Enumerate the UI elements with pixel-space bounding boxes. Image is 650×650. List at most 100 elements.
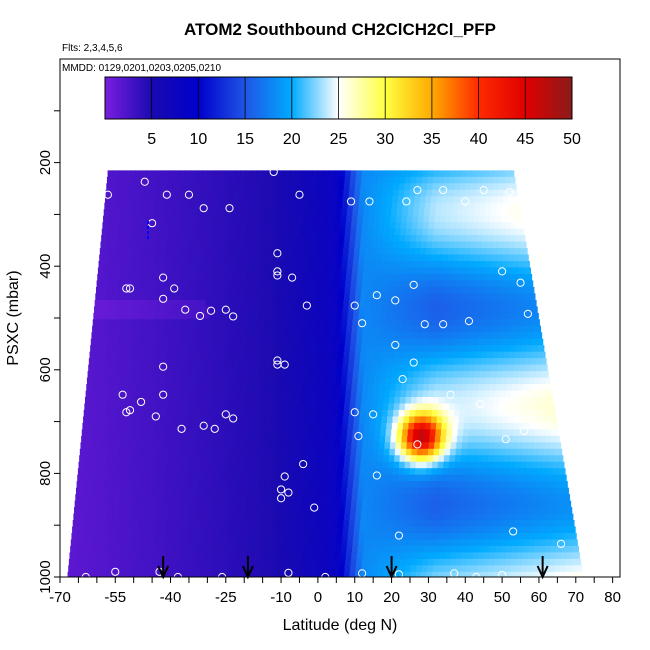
heatmap-cell <box>388 396 396 405</box>
heatmap-cell <box>407 209 414 217</box>
heatmap-cell <box>430 254 437 262</box>
heatmap-cell <box>533 384 541 392</box>
heatmap-cell <box>326 468 333 476</box>
heatmap-cell <box>396 261 404 269</box>
heatmap-cell <box>277 183 284 191</box>
heatmap-cell <box>257 494 264 502</box>
heatmap-cell <box>347 312 354 320</box>
heatmap-cell <box>179 390 186 398</box>
heatmap-cell <box>390 384 397 392</box>
heatmap-cell <box>251 332 258 340</box>
heatmap-cell <box>391 371 398 379</box>
heatmap-cell <box>478 222 485 230</box>
heatmap-cell <box>490 545 497 553</box>
heatmap-cell <box>399 455 406 463</box>
heatmap-cell <box>269 539 276 547</box>
heatmap-cell <box>75 552 82 560</box>
heatmap-cell <box>146 448 153 456</box>
heatmap-cell <box>324 377 331 385</box>
heatmap-cell <box>517 377 525 385</box>
heatmap-cell <box>127 520 135 528</box>
heatmap-cell <box>372 176 379 184</box>
heatmap-cell <box>163 325 171 333</box>
heatmap-cell <box>422 396 429 405</box>
heatmap-cell <box>86 377 94 385</box>
heatmap-cell <box>464 358 471 366</box>
heatmap-cell <box>328 390 335 398</box>
heatmap-cell <box>244 455 252 463</box>
heatmap-cell <box>142 319 149 327</box>
heatmap-cell <box>111 183 118 191</box>
heatmap-cell <box>317 396 324 405</box>
heatmap-cell <box>148 371 155 379</box>
heatmap-cell <box>119 267 127 275</box>
heatmap-cell <box>398 351 406 359</box>
heatmap-cell <box>223 507 230 515</box>
heatmap-cell <box>348 248 355 256</box>
heatmap-cell <box>317 338 324 346</box>
heatmap-cell <box>228 228 235 236</box>
heatmap-cell <box>471 235 478 243</box>
heatmap-cell <box>182 196 189 204</box>
heatmap-cell <box>359 358 366 366</box>
heatmap-cell <box>235 332 242 340</box>
heatmap-cell <box>159 371 166 379</box>
heatmap-cell <box>151 448 158 456</box>
heatmap-cell <box>409 468 416 476</box>
heatmap-cell <box>94 299 101 307</box>
heatmap-cell <box>433 170 440 178</box>
heatmap-cell <box>259 532 266 541</box>
heatmap-cell <box>515 461 522 469</box>
heatmap-cell <box>561 545 569 553</box>
heatmap-cell <box>509 520 516 528</box>
heatmap-cell <box>342 312 349 320</box>
heatmap-cell <box>338 241 345 249</box>
heatmap-cell <box>378 228 385 236</box>
heatmap-cell <box>319 371 326 379</box>
heatmap-cell <box>100 520 107 528</box>
heatmap-cell <box>461 448 468 456</box>
heatmap-cell <box>383 507 390 515</box>
heatmap-cell <box>508 196 515 204</box>
heatmap-cell <box>408 364 415 372</box>
heatmap-cell <box>355 293 362 301</box>
heatmap-cell <box>436 364 443 372</box>
heatmap-cell <box>397 422 404 430</box>
heatmap-cell <box>416 286 423 294</box>
heatmap-cell <box>381 468 388 476</box>
heatmap-cell <box>236 377 243 385</box>
heatmap-cell <box>179 228 186 236</box>
heatmap-cell <box>374 435 381 443</box>
heatmap-cell <box>353 364 360 372</box>
heatmap-cell <box>289 338 296 346</box>
heatmap-cell <box>166 351 173 359</box>
heatmap-cell <box>429 215 436 223</box>
heatmap-cell <box>365 241 372 249</box>
heatmap-cell <box>354 248 361 256</box>
heatmap-cell <box>422 507 429 515</box>
heatmap-cell <box>156 286 163 294</box>
heatmap-cell <box>166 520 173 528</box>
heatmap-cell <box>529 377 536 385</box>
heatmap-cell <box>324 325 331 333</box>
heatmap-cell <box>468 539 475 547</box>
heatmap-cell <box>351 215 358 223</box>
heatmap-cell <box>490 539 497 547</box>
heatmap-cell <box>186 267 193 275</box>
heatmap-cell <box>432 351 439 359</box>
heatmap-cell <box>507 422 515 430</box>
heatmap-cell <box>500 390 507 398</box>
heatmap-cell <box>373 332 380 340</box>
heatmap-cell <box>367 280 374 288</box>
heatmap-cell <box>141 273 148 282</box>
heatmap-cell <box>488 170 496 178</box>
heatmap-cell <box>285 435 292 443</box>
heatmap-cell <box>453 526 460 534</box>
heatmap-cell <box>514 520 521 528</box>
heatmap-cell <box>444 390 451 398</box>
heatmap-cell <box>366 345 373 353</box>
heatmap-cell <box>187 196 195 204</box>
heatmap-cell <box>211 351 218 359</box>
heatmap-cell <box>415 351 422 359</box>
heatmap-cell <box>544 442 551 450</box>
